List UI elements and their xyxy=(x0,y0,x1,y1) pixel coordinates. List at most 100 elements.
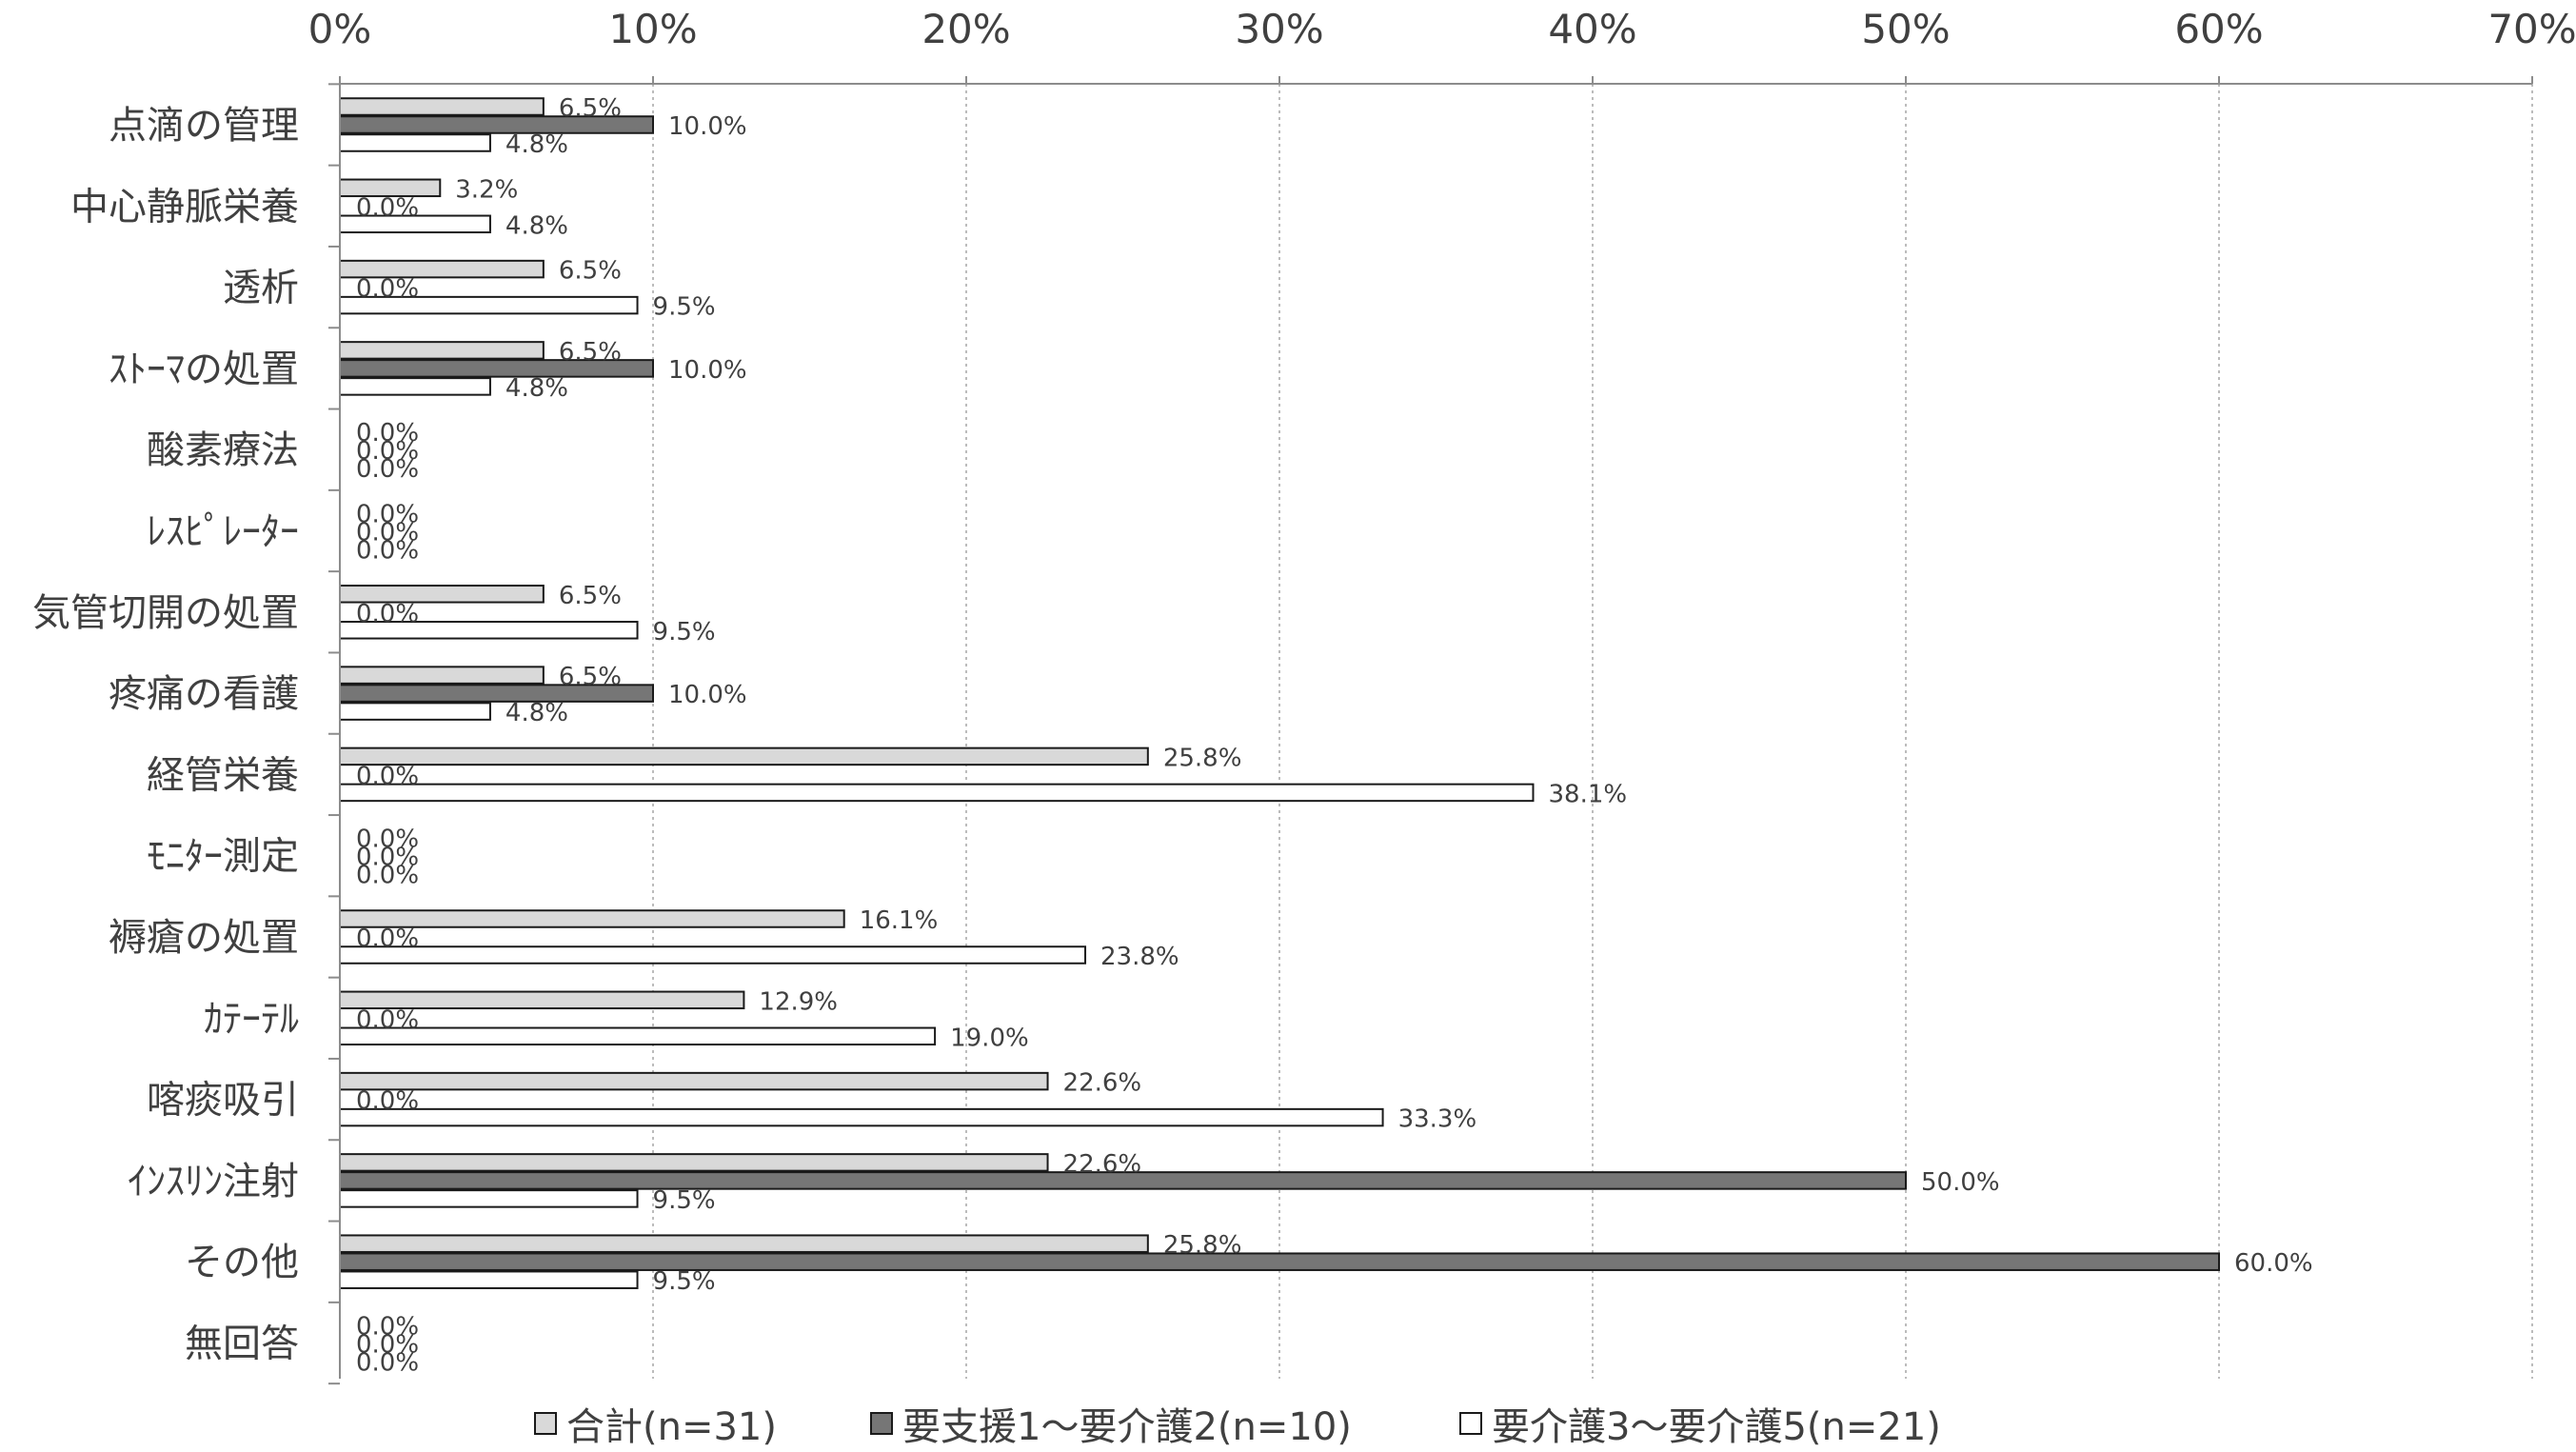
category-label: ﾚｽﾋﾟﾚｰﾀｰ xyxy=(147,510,299,554)
bar xyxy=(339,783,1535,803)
data-label: 4.8% xyxy=(505,699,568,727)
data-label: 0.0% xyxy=(356,437,419,466)
bar xyxy=(339,1026,937,1046)
data-label: 10.0% xyxy=(668,112,747,141)
data-label: 9.5% xyxy=(653,293,716,322)
bar xyxy=(339,133,491,152)
legend: 合計(n=31) 要支援1～要介護2(n=10) 要介護3～要介護5(n=21) xyxy=(534,1405,1941,1449)
x-tick-label: 40% xyxy=(1548,6,1636,52)
x-tick-label: 20% xyxy=(921,6,1010,52)
x-tick-label: 30% xyxy=(1235,6,1323,52)
bar xyxy=(339,666,545,685)
category-label: 無回答 xyxy=(185,1323,299,1366)
data-label: 0.0% xyxy=(356,1331,419,1360)
data-label: 12.9% xyxy=(759,987,838,1016)
data-label: 0.0% xyxy=(356,600,419,628)
bar xyxy=(339,702,491,721)
data-label: 9.5% xyxy=(653,1267,716,1296)
bar xyxy=(339,945,1087,965)
data-label: 50.0% xyxy=(1921,1168,2000,1197)
category-label: その他 xyxy=(185,1241,299,1284)
legend-label: 要介護3～要介護5(n=21) xyxy=(1492,1405,1941,1449)
data-label: 23.8% xyxy=(1100,943,1179,971)
legend-swatch xyxy=(1459,1412,1482,1435)
category-label: ｽﾄｰﾏの処置 xyxy=(109,348,299,391)
category-label: ﾓﾆﾀｰ測定 xyxy=(147,835,299,879)
bar xyxy=(339,97,545,116)
category-label: 疼痛の看護 xyxy=(109,672,299,716)
x-tick-label: 60% xyxy=(2174,6,2263,52)
data-labels: 6.5% 10.0% 4.8% 3.2% 0.0% 4.8% 6.5% 0.0% 9.5% 6.5… xyxy=(356,94,2313,1378)
category-label: 透析 xyxy=(223,267,299,310)
data-label: 0.0% xyxy=(356,519,419,547)
category-label: 褥瘡の処置 xyxy=(109,916,299,960)
data-label: 4.8% xyxy=(505,374,568,403)
legend-label: 合計(n=31) xyxy=(566,1405,777,1449)
category-label: 酸素療法 xyxy=(147,428,299,472)
legend-label: 要支援1～要介護2(n=10) xyxy=(902,1405,1352,1449)
category-label: 中心静脈栄養 xyxy=(70,185,299,229)
bar xyxy=(339,746,1149,766)
data-label: 0.0% xyxy=(356,455,419,484)
data-label: 0.0% xyxy=(356,1005,419,1034)
category-label: 喀痰吸引 xyxy=(147,1079,299,1123)
legend-swatch xyxy=(870,1412,893,1435)
data-label: 0.0% xyxy=(356,825,419,854)
data-label: 0.0% xyxy=(356,1087,419,1116)
data-label: 0.0% xyxy=(356,862,419,890)
bar xyxy=(339,1270,639,1289)
data-label: 38.1% xyxy=(1548,780,1627,808)
bar xyxy=(339,377,491,396)
axes xyxy=(328,83,2532,1385)
data-label: 4.8% xyxy=(505,211,568,240)
data-label: 4.8% xyxy=(505,130,568,159)
gridlines xyxy=(652,84,2533,1379)
data-label: 0.0% xyxy=(356,762,419,790)
x-tick-label: 10% xyxy=(608,6,697,52)
data-label: 9.5% xyxy=(653,618,716,646)
category-label: 気管切開の処置 xyxy=(32,591,299,635)
data-label: 0.0% xyxy=(356,844,419,872)
data-label: 10.0% xyxy=(668,356,747,385)
bar xyxy=(339,1189,639,1208)
data-label: 25.8% xyxy=(1163,1231,1242,1260)
data-label: 6.5% xyxy=(559,582,622,610)
data-label: 6.5% xyxy=(559,338,622,367)
data-label: 0.0% xyxy=(356,1313,419,1342)
data-label: 0.0% xyxy=(356,419,419,448)
category-label: 点滴の管理 xyxy=(109,104,299,148)
data-label: 0.0% xyxy=(356,193,419,222)
bar xyxy=(339,1153,1049,1172)
data-label: 0.0% xyxy=(356,501,419,529)
x-tick-label: 50% xyxy=(1861,6,1950,52)
bar xyxy=(339,1107,1384,1127)
data-label: 16.1% xyxy=(860,906,939,935)
category-label: ｲﾝｽﾘﾝ注射 xyxy=(128,1160,299,1203)
data-label: 33.3% xyxy=(1398,1105,1477,1134)
data-label: 0.0% xyxy=(356,925,419,953)
data-label: 10.0% xyxy=(668,681,747,709)
x-axis-ticks: 0% 10% 20% 30% 40% 50% 60% 70% xyxy=(308,6,2576,84)
data-label: 0.0% xyxy=(356,537,419,566)
data-label: 60.0% xyxy=(2234,1249,2313,1278)
bar xyxy=(339,1252,2220,1271)
category-label: 経管栄養 xyxy=(147,753,299,797)
data-label: 6.5% xyxy=(559,663,622,691)
x-tick-label: 70% xyxy=(2487,6,2576,52)
bar xyxy=(339,1071,1049,1091)
x-tick-label: 0% xyxy=(308,6,372,52)
data-label: 9.5% xyxy=(653,1186,716,1215)
legend-swatch xyxy=(534,1412,557,1435)
bar xyxy=(339,341,545,360)
bars xyxy=(339,97,2220,1289)
data-label: 22.6% xyxy=(1063,1150,1142,1179)
data-label: 6.5% xyxy=(559,257,622,286)
data-label: 22.6% xyxy=(1063,1069,1142,1098)
bar xyxy=(339,1234,1149,1253)
data-label: 0.0% xyxy=(356,1349,419,1378)
data-label: 6.5% xyxy=(559,94,622,123)
data-label: 0.0% xyxy=(356,275,419,304)
category-label: ｶﾃｰﾃﾙ xyxy=(204,997,299,1041)
